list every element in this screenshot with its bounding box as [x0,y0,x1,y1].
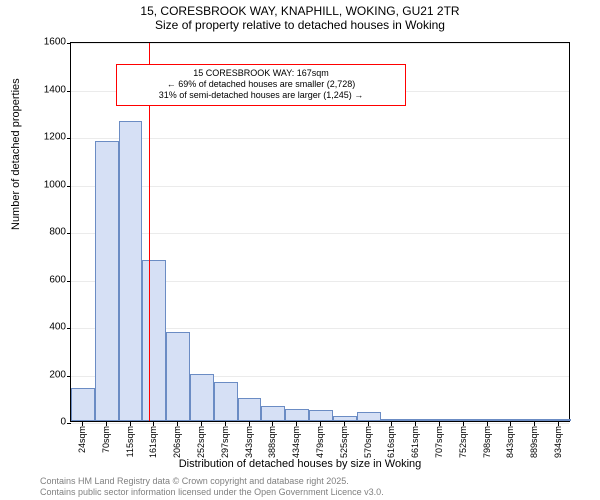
ytick-mark [67,376,71,377]
ytick-mark [67,233,71,234]
annotation-line1: 15 CORESBROOK WAY: 167sqm [123,68,399,79]
histogram-bar [261,406,285,421]
xtick-label: 343sqm [244,426,254,458]
xtick-label: 388sqm [267,426,277,458]
xtick-label: 889sqm [529,426,539,458]
ytick-mark [67,91,71,92]
xtick-label: 434sqm [291,426,301,458]
ytick-label: 1600 [26,37,66,48]
xtick-label: 115sqm [125,426,135,457]
ytick-mark [67,186,71,187]
histogram-bar [333,416,357,421]
xtick-label: 525sqm [339,426,349,458]
histogram-bar [166,332,190,421]
xtick-label: 161sqm [148,426,158,458]
histogram-bar [95,141,119,421]
ytick-label: 800 [26,227,66,238]
ytick-mark [67,423,71,424]
ytick-label: 200 [26,369,66,380]
xtick-label: 707sqm [434,426,444,458]
ytick-label: 0 [26,417,66,428]
histogram-bar [119,121,143,421]
xtick-label: 934sqm [553,426,563,458]
footnote-line1: Contains HM Land Registry data © Crown c… [40,476,384,487]
plot-box: 15 CORESBROOK WAY: 167sqm← 69% of detach… [70,42,570,422]
annotation-line2: ← 69% of detached houses are smaller (2,… [123,79,399,90]
xtick-label: 616sqm [386,426,396,458]
y-axis-label: Number of detached properties [10,78,22,230]
xtick-label: 843sqm [505,426,515,458]
xtick-label: 297sqm [220,426,230,458]
histogram-bar [428,419,452,421]
histogram-bar [142,260,166,422]
ytick-label: 1400 [26,84,66,95]
ytick-mark [67,281,71,282]
histogram-bar [381,419,405,421]
ytick-mark [67,138,71,139]
gridline [71,186,569,187]
annotation-box: 15 CORESBROOK WAY: 167sqm← 69% of detach… [116,64,406,106]
gridline [71,233,569,234]
gridline [71,43,569,44]
xtick-label: 570sqm [363,426,373,458]
ytick-label: 400 [26,322,66,333]
gridline [71,138,569,139]
histogram-bar [547,419,571,421]
ytick-label: 600 [26,274,66,285]
ytick-mark [67,43,71,44]
x-axis-label: Distribution of detached houses by size … [0,458,600,470]
histogram-bar [476,419,500,421]
ytick-label: 1200 [26,132,66,143]
footnote: Contains HM Land Registry data © Crown c… [40,476,384,498]
footnote-line2: Contains public sector information licen… [40,487,384,498]
histogram-bar [523,419,547,421]
title-line2: Size of property relative to detached ho… [0,18,600,32]
chart-area: 15 CORESBROOK WAY: 167sqm← 69% of detach… [70,42,570,422]
histogram-bar [452,419,476,421]
xtick-label: 798sqm [482,426,492,458]
xtick-label: 752sqm [458,426,468,458]
title-line1: 15, CORESBROOK WAY, KNAPHILL, WOKING, GU… [0,4,600,18]
histogram-bar [214,382,238,421]
xtick-label: 252sqm [196,426,206,458]
histogram-bar [285,409,309,421]
xtick-label: 479sqm [315,426,325,458]
histogram-bar [309,410,333,421]
histogram-bar [71,388,95,421]
ytick-label: 1000 [26,179,66,190]
xtick-label: 206sqm [172,426,182,458]
ytick-mark [67,328,71,329]
xtick-label: 661sqm [410,426,420,458]
histogram-bar [357,412,381,422]
histogram-bar [404,419,428,421]
histogram-bar [190,374,214,422]
histogram-bar [500,419,524,421]
histogram-bar [238,398,262,421]
annotation-line3: 31% of semi-detached houses are larger (… [123,90,399,101]
xtick-label: 24sqm [77,426,87,453]
xtick-label: 70sqm [101,426,111,453]
